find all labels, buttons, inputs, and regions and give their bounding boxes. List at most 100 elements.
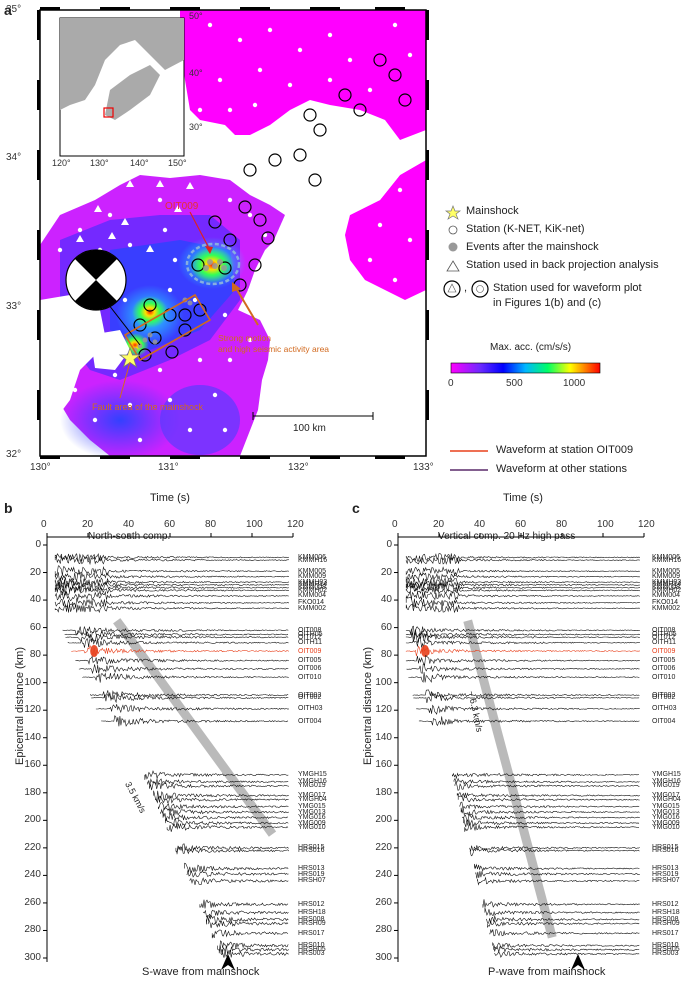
oit009-highlight <box>421 645 430 658</box>
panel-c-xlabel: Time (s) <box>503 492 543 504</box>
trace-HRS019 <box>475 870 640 879</box>
x-tick-label: 120 <box>638 519 655 530</box>
legend-station: Station (K-NET, KiK-net) <box>466 223 585 235</box>
trace-OIT004 <box>418 716 640 727</box>
station-label: YMG017 <box>298 792 326 800</box>
station-label: HRS003 <box>298 950 325 958</box>
trace-KMMH14 <box>54 579 289 591</box>
y-tick-label: 200 <box>375 814 392 826</box>
x-tick-label: 20 <box>433 519 445 530</box>
trace-YMGH04 <box>457 795 640 803</box>
trace-HRS008 <box>206 914 289 925</box>
fault-area-outline <box>123 293 212 362</box>
trace-OITH03 <box>416 704 640 715</box>
focal-mechanism <box>65 249 127 311</box>
station-label: HRS015 <box>298 844 325 852</box>
oit009-map-label: OIT009 <box>165 201 199 212</box>
station-label: YMG009 <box>652 819 680 827</box>
station-label: KMMH16 <box>298 556 328 564</box>
station-label: KMM005 <box>652 567 681 575</box>
trace-HRSH18 <box>484 907 640 917</box>
map-panel <box>37 7 601 471</box>
station-label: KMMH16 <box>652 556 682 564</box>
scale-bar <box>252 412 374 420</box>
station-label: KMM006 <box>652 553 681 561</box>
x-tick-label: 80 <box>556 519 568 530</box>
strong-motion-area-outline <box>185 242 241 286</box>
trace-KMMH16 <box>405 555 640 565</box>
trace-YMG016 <box>162 812 289 822</box>
y-tick-label: 100 <box>375 676 392 688</box>
trace-YMGH04 <box>155 795 289 804</box>
trace-HRS013 <box>184 862 289 874</box>
shikoku-land <box>345 160 426 300</box>
arrival-arrow <box>571 954 585 970</box>
trace-FKO014 <box>405 596 640 608</box>
station-label: OIT002 <box>298 694 322 702</box>
panel_c-plot <box>394 533 645 970</box>
colorbar-title: Max. acc. (cm/s/s) <box>490 342 572 353</box>
station-label: YMG010 <box>298 823 326 831</box>
station-label: HRS003 <box>652 950 679 958</box>
trace-KMM002 <box>54 603 290 614</box>
station-label: KMMH03 <box>298 578 328 586</box>
panel-b-arrow-caption: S-wave from mainshock <box>142 966 260 978</box>
station-label: OIT006 <box>652 665 676 673</box>
trace-OIT010 <box>82 672 289 683</box>
station-label: HRS010 <box>298 942 325 950</box>
station-label: HRSH18 <box>652 909 680 917</box>
station-label: OIT003 <box>652 691 676 699</box>
station-label: KMMH02 <box>298 586 328 594</box>
station-label: HRS015 <box>652 844 679 852</box>
station-label: HRSH07 <box>652 877 680 885</box>
trace-HRS003 <box>220 948 289 958</box>
station-label: HRSH09 <box>652 920 680 928</box>
station-label: HRS019 <box>298 870 325 878</box>
station-label: OIT010 <box>652 673 676 681</box>
lat-34: 34° <box>6 152 22 163</box>
legend-waveform-2: in Figures 1(b) and (c) <box>493 297 602 309</box>
trace-HRSH07 <box>477 876 640 886</box>
y-tick-label: 140 <box>375 731 392 743</box>
trace-KMM009 <box>405 572 640 582</box>
y-tick-label: 180 <box>24 786 41 798</box>
trace-OIT003 <box>90 690 289 699</box>
trace-YMG017 <box>153 790 289 801</box>
trace-KMM005 <box>405 566 640 577</box>
trace-YMG015 <box>158 802 289 811</box>
y-tick-label: 180 <box>375 786 392 798</box>
inset-lat-40: 40° <box>189 68 203 78</box>
inset-area-box <box>103 107 114 118</box>
moveout-band <box>113 618 277 837</box>
station-label: HRS017 <box>298 929 325 937</box>
station-label: KMM008 <box>298 584 327 592</box>
station-label: FKO014 <box>652 599 679 607</box>
station-label: HRS016 <box>652 847 679 855</box>
trace-OIT010 <box>408 672 640 683</box>
trace-YMG019 <box>454 780 640 791</box>
moveout-band <box>463 619 557 939</box>
trace-KMM005 <box>54 565 290 576</box>
trace-YMGH16 <box>147 778 289 787</box>
station-label: FKO014 <box>298 599 325 607</box>
station-label: OITH05 <box>298 630 323 638</box>
trace-HRSH07 <box>189 877 289 885</box>
station-label: OIT010 <box>298 673 322 681</box>
lon-131: 131° <box>158 462 179 473</box>
station-label: HRS008 <box>298 915 325 923</box>
star-icon <box>444 205 462 220</box>
station-label: OIT009 <box>652 647 676 655</box>
x-tick-label: 60 <box>164 519 176 530</box>
y-tick-label: 20 <box>380 566 392 578</box>
trace-OITH05 <box>64 630 289 639</box>
x-tick-label: 60 <box>515 519 527 530</box>
station-label: OITH05 <box>652 630 677 638</box>
panel-b-xlabel: Time (s) <box>150 492 190 504</box>
legend-events: Events after the mainshock <box>466 241 599 253</box>
trace-YMG013 <box>460 807 640 817</box>
trace-KMMH02 <box>54 585 290 596</box>
legend-other-waveform: Waveform at other stations <box>496 463 628 475</box>
trace-YMG009 <box>165 817 289 827</box>
station-label: OIT005 <box>652 657 676 665</box>
y-tick-label: 100 <box>24 676 41 688</box>
